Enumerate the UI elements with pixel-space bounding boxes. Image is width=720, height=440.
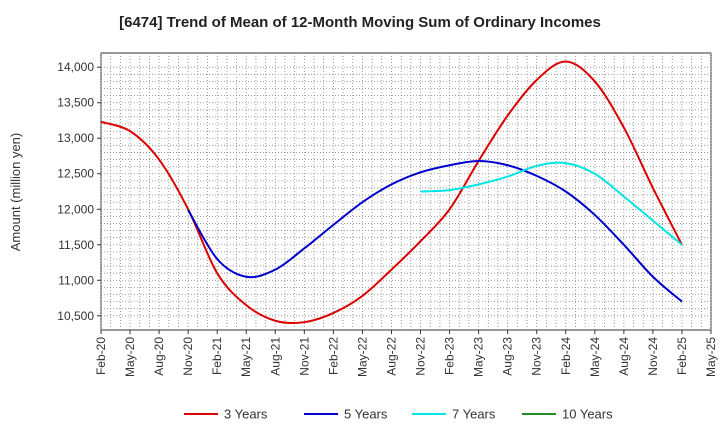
x-tick-label: Aug-22	[384, 337, 398, 376]
series-line-3-years	[100, 60, 683, 325]
series-line-7-years	[420, 161, 683, 246]
x-tick-label: Aug-24	[617, 337, 631, 376]
x-tick-label: Feb-21	[210, 337, 224, 375]
series-line-5-years	[187, 159, 683, 303]
x-tick-label: Aug-21	[268, 337, 282, 376]
x-tick-label: May-23	[472, 337, 486, 377]
x-tick-label: Nov-23	[530, 337, 544, 376]
x-tick-label: Feb-25	[675, 337, 689, 375]
x-tick-label: Nov-24	[646, 337, 660, 376]
x-tick-label: Feb-20	[94, 337, 108, 375]
legend-label-5-years: 5 Years	[344, 407, 388, 422]
x-tick-label: May-22	[355, 337, 369, 377]
series-lines	[100, 60, 683, 325]
y-tick-label: 12,000	[57, 202, 94, 216]
x-tick-label: Aug-23	[501, 337, 515, 376]
chart-title: [6474] Trend of Mean of 12-Month Moving …	[119, 14, 601, 31]
y-tick-label: 10,500	[57, 309, 94, 323]
y-axis-title: Amount (million yen)	[8, 133, 23, 252]
y-tick-label: 13,000	[57, 131, 94, 145]
x-tick-label: Feb-24	[559, 337, 573, 375]
y-tick-label: 14,000	[57, 60, 94, 74]
x-tick-label: May-25	[704, 337, 718, 377]
x-tick-label: Nov-22	[414, 337, 428, 376]
x-tick-label: Nov-20	[181, 337, 195, 376]
plot-area	[100, 52, 712, 331]
x-tick-labels: Feb-20 May-20 Aug-20 Nov-20 Feb-21 May-21 Aug-…	[94, 330, 718, 377]
legend: 3 Years 5 Years 7 Years 10 Years	[184, 407, 613, 422]
y-tick-label: 12,500	[57, 167, 94, 181]
x-tick-label: Feb-22	[326, 337, 340, 375]
x-tick-label: Aug-20	[152, 337, 166, 376]
x-tick-label: May-24	[588, 337, 602, 377]
y-tick-label: 11,000	[58, 273, 94, 287]
y-tick-label: 11,500	[58, 238, 94, 252]
x-tick-label: Feb-23	[443, 337, 457, 375]
y-tick-labels: 10,500 11,000 11,500 12,000 12,500 13,000 13,5…	[57, 60, 101, 323]
x-tick-label: May-21	[239, 337, 253, 377]
legend-label-7-years: 7 Years	[452, 407, 496, 422]
x-tick-label: May-20	[123, 337, 137, 377]
legend-label-3-years: 3 Years	[224, 407, 268, 422]
legend-label-10-years: 10 Years	[562, 407, 613, 422]
y-tick-label: 13,500	[57, 96, 94, 110]
x-tick-label: Nov-21	[297, 337, 311, 376]
